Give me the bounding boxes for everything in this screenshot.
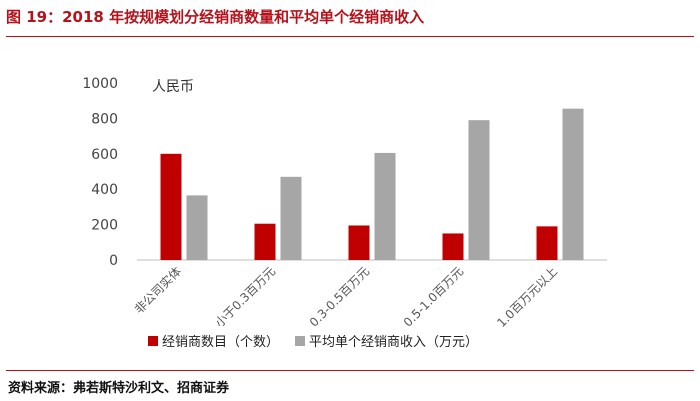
y-tick-label: 0 [109,253,118,269]
legend: 经销商数目（个数） 平均单个经销商收入（万元） [148,335,478,350]
bar-series-0-cat-1 [254,223,276,260]
category-label: 小于0.3百万元 [212,264,278,330]
y-axis-ticks: 0 200 400 600 800 1000 [82,76,118,269]
legend-swatch-1 [295,336,306,346]
bar-series-1-cat-4 [562,108,584,260]
bar-series-1-cat-1 [280,176,302,260]
bars [160,108,584,260]
category-label: 非公司实体 [131,264,184,317]
category-labels: 非公司实体 小于0.3百万元 0.3-0.5百万元 0.5-1.0百万元 1.0百万元以… [131,264,560,331]
bar-series-1-cat-2 [374,152,396,260]
y-tick-label: 1000 [82,76,118,92]
unit-label: 人民币 [152,79,194,95]
y-tick-label: 800 [91,111,118,127]
bar-series-0-cat-2 [348,225,370,260]
y-tick-label: 600 [91,147,118,163]
bar-series-0-cat-4 [536,226,558,260]
y-tick-label: 200 [91,218,118,234]
bar-series-1-cat-3 [468,120,490,260]
source-divider [6,370,694,371]
bar-chart: 人民币 0 200 400 600 800 1000 非公司实体 小于0.3百万元 0.3-0… [82,76,607,350]
category-label: 0.3-0.5百万元 [307,264,372,329]
legend-label-0: 经销商数目（个数） [162,335,279,350]
category-label: 1.0百万元以上 [494,264,560,330]
category-label: 0.5-1.0百万元 [401,264,466,329]
y-tick-label: 400 [91,182,118,198]
bar-series-0-cat-3 [442,233,464,260]
legend-swatch-0 [148,336,158,346]
figure-source: 资料来源：弗若斯特沙利文、招商证券 [8,381,230,396]
bar-series-1-cat-0 [186,195,208,260]
figure-title: 图 19：2018 年按规模划分经销商数量和平均单个经销商收入 [6,8,425,26]
bar-series-0-cat-0 [160,153,182,260]
legend-label-1: 平均单个经销商收入（万元） [309,335,478,350]
title-divider [6,36,694,37]
